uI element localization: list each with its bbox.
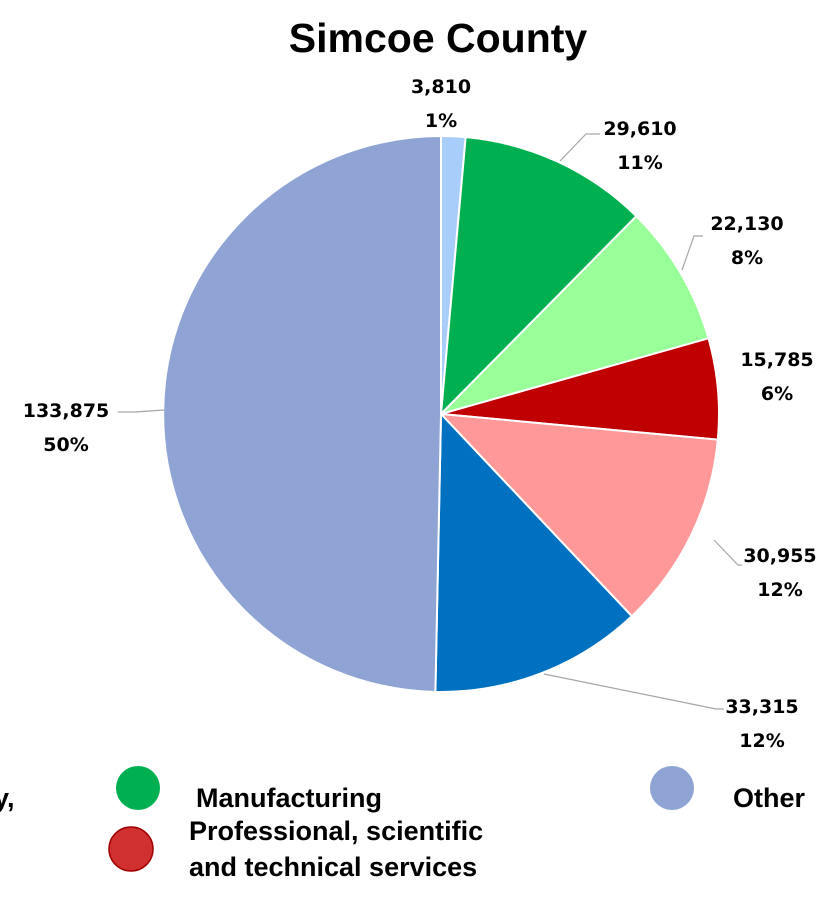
leader-line-2 <box>681 235 703 271</box>
data-label-percent-5: 12% <box>739 730 784 752</box>
legend-item-professional-services: Professional, scientific and technical s… <box>108 816 483 882</box>
data-label-percent-3: 6% <box>761 383 793 405</box>
pie-slice-1 <box>439 136 638 417</box>
legend-label-truncated: y, <box>0 783 15 813</box>
pie-slice-4 <box>438 412 719 618</box>
leader-line-1 <box>559 133 600 162</box>
data-label-value-1: 29,610 <box>603 118 676 140</box>
leader-line-4 <box>713 539 742 566</box>
chart-title: Simcoe County <box>289 15 588 61</box>
pie-slice-2 <box>437 214 710 416</box>
leader-lines <box>118 133 742 710</box>
data-label-percent-0: 1% <box>425 110 457 132</box>
legend-label-professional-services-line2: and technical services <box>189 852 477 882</box>
legend-label-other: Other <box>733 783 806 813</box>
legend-marker-manufacturing <box>116 766 160 810</box>
data-label-percent-1: 11% <box>617 152 662 174</box>
data-label-value-6: 133,875 <box>23 400 110 422</box>
pie-slice-5 <box>434 411 634 693</box>
legend-marker-professional-services <box>108 826 154 872</box>
data-label-value-2: 22,130 <box>710 213 783 235</box>
legend-label-professional-services-line1: Professional, scientific <box>189 816 483 846</box>
leader-line-5 <box>543 673 724 710</box>
legend-label-manufacturing: Manufacturing <box>196 783 382 813</box>
legend-item-other: Other <box>650 766 806 813</box>
data-label-value-3: 15,785 <box>740 349 813 371</box>
data-label-percent-4: 12% <box>757 579 802 601</box>
pie-slice-6 <box>162 134 442 693</box>
data-labels: 3,810 1% 29,610 11% 22,130 8% 15,785 6% 30,955 12… <box>23 76 817 752</box>
data-label-value-0: 3,810 <box>411 76 471 98</box>
legend: y, Manufacturing Other Professional, sci… <box>0 766 806 882</box>
leader-line-6 <box>118 409 165 413</box>
data-label-percent-6: 50% <box>43 434 88 456</box>
data-label-percent-2: 8% <box>731 247 763 269</box>
data-label-value-5: 33,315 <box>725 696 798 718</box>
legend-marker-other <box>650 766 694 810</box>
legend-item-manufacturing: Manufacturing <box>116 766 382 813</box>
data-label-value-4: 30,955 <box>743 545 816 567</box>
pie-slices <box>162 134 720 693</box>
